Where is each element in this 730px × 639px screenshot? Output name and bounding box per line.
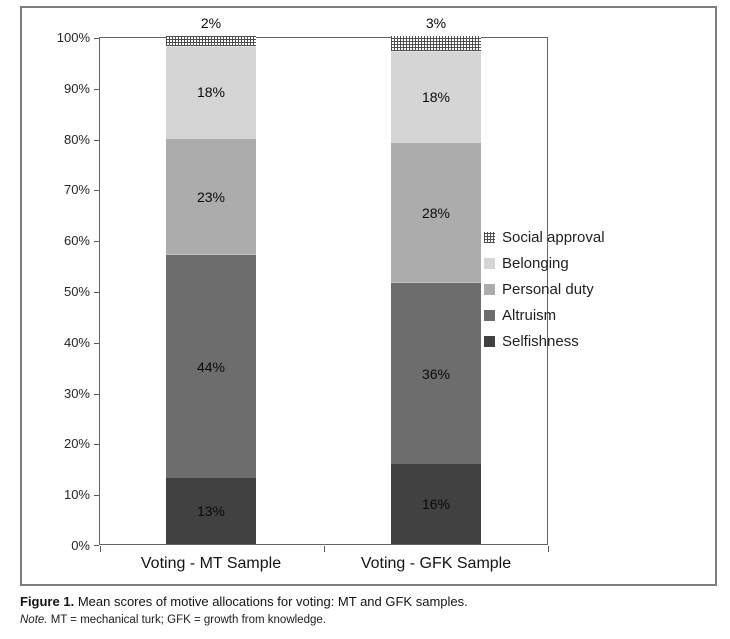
segment-selfishness: 16% <box>391 463 481 544</box>
figure-note-text: MT = mechanical turk; GFK = growth from … <box>50 614 326 626</box>
segment-altruism: 36% <box>391 282 481 464</box>
figure-note-label: Note. <box>20 614 48 626</box>
figure-frame: 0% 10% 20% 30% 40% 50% 60% 70% 80% 90% 100% 13% 44% 2… <box>20 6 717 586</box>
y-axis-label: 20% <box>63 436 90 452</box>
legend-row: Belonging <box>484 255 605 272</box>
y-axis-tick <box>94 495 99 497</box>
y-axis-tick <box>94 292 99 293</box>
category-label: Voting - MT Sample <box>140 555 282 572</box>
y-axis-tick <box>94 241 99 243</box>
segment-value-label: 16% <box>421 495 451 512</box>
y-axis-tick <box>94 545 99 546</box>
y-axis-label: 100% <box>56 30 90 45</box>
outside-value-label: 3% <box>425 15 447 31</box>
y-axis-label: 50% <box>63 284 90 299</box>
y-axis-tick <box>94 139 99 141</box>
legend-swatch-belonging <box>484 258 495 269</box>
segment-personal-duty: 28% <box>391 141 481 283</box>
legend-label: Selfishness <box>502 333 579 350</box>
legend-swatch-social-approval <box>484 232 495 243</box>
legend-row: Selfishness <box>484 333 605 350</box>
x-axis-tick <box>100 546 101 552</box>
y-axis-label: 80% <box>63 131 90 147</box>
segment-social-approval <box>166 36 256 47</box>
segment-selfishness: 13% <box>166 477 256 544</box>
legend-row: Social approval <box>484 229 605 246</box>
segment-personal-duty: 23% <box>166 137 256 255</box>
segment-social-approval <box>391 36 481 52</box>
legend-label: Altruism <box>502 307 557 324</box>
x-axis-tick <box>548 546 549 552</box>
segment-value-label: 18% <box>421 88 451 105</box>
bar-voting-gfk-sample: 16% 36% 28% 18% <box>391 36 481 544</box>
legend-label: Personal duty <box>502 281 594 298</box>
bar-voting-mt-sample: 13% 44% 23% 18% <box>166 36 256 544</box>
figure-caption-label: Figure 1. <box>20 594 75 609</box>
figure-caption-text: Mean scores of motive allocations for vo… <box>77 594 468 609</box>
segment-belonging: 18% <box>166 46 256 138</box>
figure-caption: Figure 1. Mean scores of motive allocati… <box>20 594 720 610</box>
segment-value-label: 18% <box>196 84 226 101</box>
y-axis-label: 30% <box>63 385 90 401</box>
y-axis-label: 70% <box>63 182 90 198</box>
y-axis-label: 0% <box>71 538 90 553</box>
segment-value-label: 44% <box>196 358 226 375</box>
legend-row: Altruism <box>484 307 605 324</box>
y-axis-tick <box>94 342 99 344</box>
legend-label: Belonging <box>502 255 569 272</box>
segment-altruism: 44% <box>166 254 256 478</box>
y-axis-label: 10% <box>63 487 90 503</box>
y-axis-tick <box>94 88 99 90</box>
y-axis-label: 60% <box>63 233 90 249</box>
y-axis-tick <box>94 38 99 39</box>
y-axis-tick <box>94 444 99 446</box>
outside-value-label: 2% <box>200 15 222 31</box>
y-axis-label: 40% <box>63 334 90 350</box>
legend-swatch-selfishness <box>484 336 495 347</box>
segment-belonging: 18% <box>391 51 481 142</box>
y-axis-tick <box>94 190 99 192</box>
figure-note: Note. MT = mechanical turk; GFK = growth… <box>20 613 720 627</box>
legend-label: Social approval <box>502 229 605 246</box>
segment-value-label: 13% <box>196 502 226 519</box>
legend-swatch-altruism <box>484 310 495 321</box>
category-label: Voting - GFK Sample <box>360 555 512 572</box>
plot-area: 0% 10% 20% 30% 40% 50% 60% 70% 80% 90% 100% 13% 44% 2… <box>57 15 549 572</box>
segment-value-label: 23% <box>196 188 226 205</box>
legend-swatch-personal-duty <box>484 284 495 295</box>
segment-value-label: 36% <box>421 365 451 382</box>
chart-legend: Social approval Belonging Personal duty Alt… <box>484 229 605 359</box>
y-axis-label: 90% <box>63 80 90 96</box>
y-axis-tick <box>94 393 99 395</box>
segment-value-label: 28% <box>421 204 451 221</box>
legend-row: Personal duty <box>484 281 605 298</box>
x-axis-tick <box>324 546 325 552</box>
